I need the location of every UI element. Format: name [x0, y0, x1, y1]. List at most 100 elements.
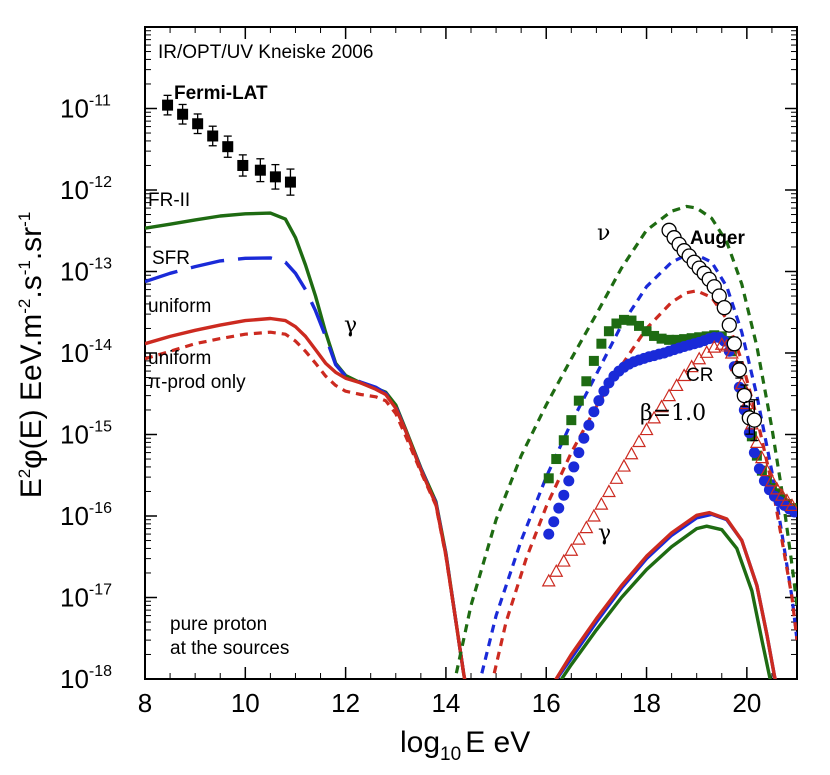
- beta-label: β=1.0: [640, 401, 706, 426]
- point-sfr_cr: [573, 447, 585, 459]
- series-line-pi_prod_gamma: [145, 330, 467, 679]
- point-fr2_cr: [664, 334, 675, 345]
- series-line-uniform_nu: [491, 289, 797, 679]
- point-auger: [746, 412, 763, 428]
- point-uniform_cr: [624, 446, 639, 460]
- series-line-fr2_gamma_high: [559, 524, 772, 679]
- point-uniform_cr: [556, 553, 571, 567]
- y-tick-label: 10-13: [60, 256, 112, 287]
- point-fermi-lat: [237, 159, 249, 171]
- point-sfr_cr: [553, 502, 565, 514]
- point-sfr_cr: [578, 432, 590, 444]
- point-auger: [721, 317, 737, 333]
- point-sfr_cr: [748, 447, 760, 459]
- y-tick-label: 10-11: [60, 93, 111, 124]
- point-fr2_cr: [543, 473, 554, 484]
- pi-prod-label: π-prod only: [148, 372, 246, 393]
- point-uniform_cr: [601, 484, 616, 498]
- point-sfr_cr: [558, 489, 570, 501]
- point-uniform_cr: [632, 434, 647, 448]
- point-fermi-lat: [162, 99, 174, 111]
- x-tick-label: 8: [138, 688, 152, 718]
- point-fermi-lat: [222, 141, 234, 153]
- y-axis-label: E2φ(E) EeV.m-2.s-1.sr-1: [15, 212, 48, 499]
- point-fr2_cr: [649, 330, 660, 341]
- point-sfr_cr: [593, 395, 605, 407]
- point-fr2_cr: [603, 326, 614, 337]
- point-uniform_cr: [541, 573, 556, 587]
- fermi-lat-label: Fermi-LAT: [174, 83, 268, 104]
- point-fr2_cr: [551, 454, 562, 465]
- nu-label: ν: [597, 221, 610, 246]
- point-sfr_cr: [548, 516, 560, 528]
- point-uniform_cr: [769, 481, 784, 495]
- series-line-uniform_gamma_high: [554, 510, 777, 679]
- point-uniform_cr: [677, 368, 692, 382]
- point-fr2_cr: [634, 320, 645, 331]
- point-sfr_cr: [568, 461, 580, 473]
- model-annotation: IR/OPT/UV Kneiske 2006: [158, 42, 373, 63]
- point-uniform_cr: [571, 531, 586, 545]
- point-uniform_cr: [724, 345, 739, 359]
- uniform-label: uniform: [148, 296, 211, 317]
- point-fermi-lat: [269, 171, 281, 183]
- point-fr2_cr: [686, 333, 697, 344]
- point-sfr_cr: [543, 528, 555, 540]
- source-label-line1: pure proton: [170, 614, 267, 635]
- fr2-label: FR-II: [148, 190, 190, 211]
- y-tick-label: 10-17: [60, 582, 112, 613]
- point-uniform_cr: [616, 458, 631, 472]
- point-uniform_cr: [692, 351, 707, 365]
- y-tick-label: 10-16: [60, 500, 112, 531]
- point-fr2_cr: [626, 315, 637, 326]
- point-fr2_cr: [596, 338, 607, 349]
- point-fr2_cr: [558, 435, 569, 446]
- point-fr2_cr: [679, 334, 690, 345]
- point-uniform_cr: [749, 435, 764, 448]
- point-uniform_cr: [647, 410, 662, 424]
- x-tick-label: 18: [632, 688, 661, 718]
- y-tick-label: 10-12: [60, 174, 112, 205]
- point-uniform_cr: [586, 508, 601, 522]
- point-uniform_cr: [594, 496, 609, 510]
- point-sfr_cr: [583, 419, 595, 431]
- data-layer: [145, 94, 797, 679]
- uniform-pi-label: uniform: [148, 348, 211, 369]
- x-axis-label: log10 E eV: [400, 726, 530, 765]
- point-uniform_cr: [774, 487, 789, 501]
- y-tick-label: 10-14: [60, 337, 112, 368]
- point-fermi-lat: [177, 108, 189, 120]
- y-tick-label: 10-15: [60, 419, 112, 450]
- point-uniform_cr: [684, 359, 699, 373]
- point-uniform_cr: [639, 422, 654, 436]
- x-tick-label: 16: [532, 688, 561, 718]
- point-uniform_cr: [609, 471, 624, 484]
- point-uniform_cr: [784, 498, 797, 511]
- point-fermi-lat: [207, 130, 219, 142]
- point-auger: [716, 300, 732, 316]
- y-tick-label: 10-18: [60, 663, 112, 694]
- point-uniform_cr: [662, 388, 677, 402]
- x-tick-label: 12: [331, 688, 360, 718]
- point-uniform_cr: [759, 463, 774, 477]
- point-fr2_cr: [656, 333, 667, 344]
- point-fr2_cr: [618, 314, 629, 325]
- point-fr2_cr: [611, 318, 622, 329]
- x-tick-label: 20: [732, 688, 761, 718]
- point-fermi-lat: [284, 176, 296, 188]
- point-uniform_cr: [779, 493, 794, 507]
- point-sfr_cr: [598, 385, 610, 397]
- point-fermi-lat: [254, 164, 266, 176]
- point-fr2_cr: [588, 355, 599, 366]
- point-uniform_cr: [754, 450, 769, 464]
- point-uniform_cr: [654, 399, 669, 413]
- point-fr2_cr: [671, 334, 682, 345]
- cr-label: CR: [686, 365, 713, 386]
- point-sfr_cr: [563, 475, 575, 487]
- point-auger: [731, 362, 747, 378]
- point-fr2_cr: [641, 326, 652, 337]
- point-auger: [726, 336, 742, 352]
- point-uniform_cr: [564, 542, 579, 556]
- x-tick-label: 10: [231, 688, 260, 718]
